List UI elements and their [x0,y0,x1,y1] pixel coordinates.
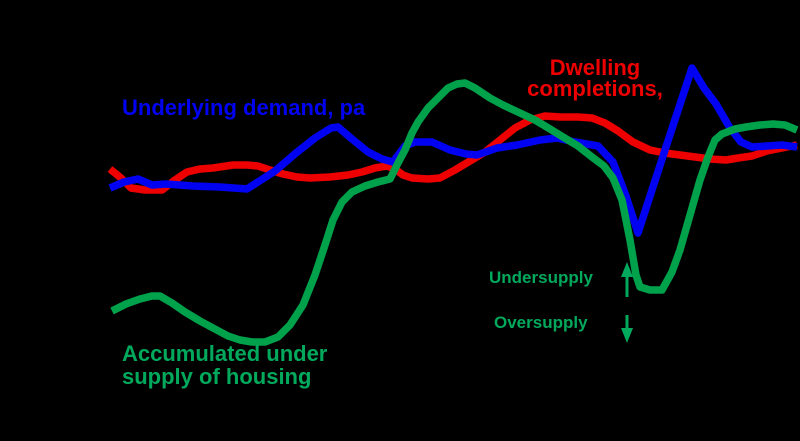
label-dwelling-completions-line1: Dwelling [549,55,641,80]
oversupply-arrow-down-icon [621,315,633,343]
series-line-1 [108,64,798,237]
undersupply-arrow-up-icon [621,262,633,297]
series-line-2 [110,79,799,346]
label-underlying-demand: Underlying demand, pa [122,95,366,120]
series-line-0 [107,112,798,194]
label-accumulated-undersupply-line1: Accumulated under [122,341,328,366]
label-dwelling-completions-line2: completions, [527,76,663,101]
label-accumulated-undersupply: Accumulated under supply of housing [122,342,327,388]
label-dwelling-completions: Dwelling completions, [495,55,695,101]
label-oversupply: Oversupply [494,313,588,332]
label-undersupply: Undersupply [489,268,593,287]
label-accumulated-undersupply-line2: supply of housing [122,364,312,389]
